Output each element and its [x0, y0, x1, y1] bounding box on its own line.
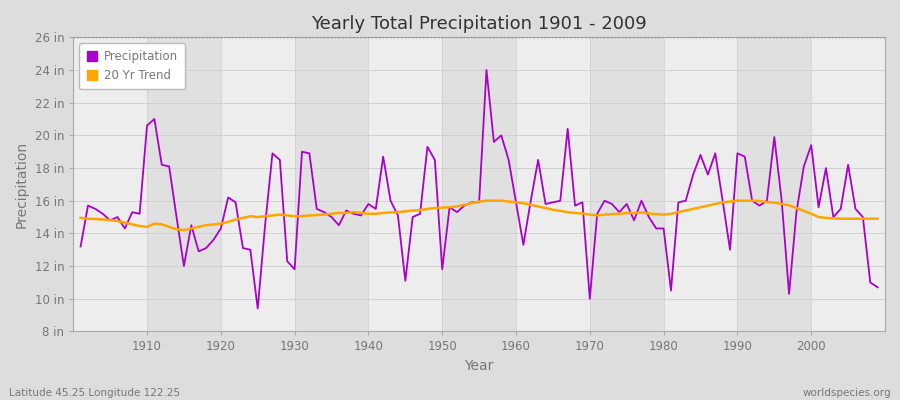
Bar — [220, 37, 294, 332]
Text: worldspecies.org: worldspecies.org — [803, 388, 891, 398]
Legend: Precipitation, 20 Yr Trend: Precipitation, 20 Yr Trend — [79, 43, 185, 89]
Precipitation — [526, 198, 536, 203]
Precipitation — [304, 151, 315, 156]
20 Yr Trend — [526, 202, 536, 207]
Bar — [73, 37, 147, 332]
Bar — [663, 37, 737, 332]
Precipitation — [76, 244, 86, 249]
20 Yr Trend — [348, 210, 359, 214]
20 Yr Trend — [614, 211, 625, 216]
20 Yr Trend — [518, 201, 529, 206]
20 Yr Trend — [76, 216, 86, 220]
20 Yr Trend — [178, 228, 189, 232]
Bar — [516, 37, 590, 332]
Bar — [811, 37, 885, 332]
20 Yr Trend — [134, 224, 145, 228]
20 Yr Trend — [482, 198, 492, 203]
Precipitation — [482, 68, 492, 72]
Precipitation — [614, 210, 625, 214]
Precipitation — [872, 285, 883, 290]
Precipitation — [518, 242, 529, 247]
Line: Precipitation: Precipitation — [81, 70, 878, 308]
Text: Latitude 45.25 Longitude 122.25: Latitude 45.25 Longitude 122.25 — [9, 388, 180, 398]
Title: Yearly Total Precipitation 1901 - 2009: Yearly Total Precipitation 1901 - 2009 — [311, 15, 647, 33]
X-axis label: Year: Year — [464, 359, 494, 373]
20 Yr Trend — [872, 216, 883, 221]
20 Yr Trend — [304, 213, 315, 218]
Precipitation — [252, 306, 263, 311]
Line: 20 Yr Trend: 20 Yr Trend — [81, 201, 878, 230]
Y-axis label: Precipitation: Precipitation — [15, 141, 29, 228]
Precipitation — [134, 211, 145, 216]
Bar — [368, 37, 442, 332]
Precipitation — [348, 211, 359, 216]
